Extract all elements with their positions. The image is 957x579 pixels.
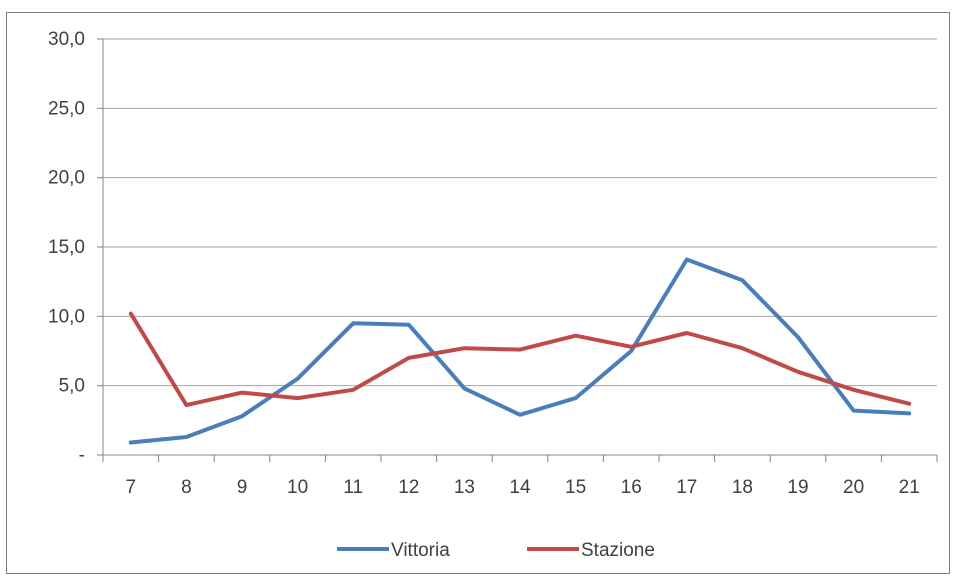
x-tick-label: 18	[732, 477, 753, 498]
x-tick-label: 21	[899, 477, 920, 498]
legend-label: Stazione	[581, 540, 655, 561]
legend-item-stazione: Stazione	[527, 540, 655, 561]
x-tick-label: 16	[621, 477, 642, 498]
legend-label: Vittoria	[391, 540, 450, 561]
x-tick-label: 19	[787, 477, 808, 498]
y-tick-label: 20,0	[48, 168, 85, 189]
series-lines	[128, 257, 912, 445]
y-tick-label: 15,0	[48, 237, 85, 258]
x-tick-label: 10	[287, 477, 308, 498]
x-tick-label: 14	[509, 477, 531, 498]
x-tick-label: 11	[343, 477, 363, 498]
series-line-vittoria	[128, 257, 912, 445]
x-tick-label: 17	[676, 477, 697, 498]
gridlines	[103, 38, 937, 387]
y-tick-label: -	[79, 445, 85, 466]
legend-item-vittoria: Vittoria	[337, 540, 450, 561]
axes	[97, 38, 938, 462]
x-tick-label: 12	[398, 477, 419, 498]
x-tick-label: 7	[126, 477, 137, 498]
x-tick-label: 15	[565, 477, 586, 498]
legend: Vittoria Stazione	[337, 540, 655, 561]
x-axis-tick-labels: 7 8 9 10 11 12 13 14 15 16 17 18 19 20 21	[126, 477, 920, 498]
series-line-stazione	[128, 311, 912, 408]
x-tick-label: 13	[454, 477, 475, 498]
line-chart: - 5,0 10,0 15,0 20,0 25,0 30,0 7 8 9 10 11 12 13 14 15…	[48, 29, 938, 561]
chart-frame: - 5,0 10,0 15,0 20,0 25,0 30,0 7 8 9 10 11 12 13 14 15…	[6, 12, 950, 574]
y-axis-tick-labels: - 5,0 10,0 15,0 20,0 25,0 30,0	[48, 29, 85, 466]
y-tick-label: 5,0	[59, 376, 85, 397]
x-tick-label: 20	[843, 477, 864, 498]
y-tick-label: 10,0	[48, 306, 85, 327]
x-tick-label: 8	[181, 477, 192, 498]
y-tick-label: 30,0	[48, 29, 85, 50]
x-tick-label: 9	[237, 477, 248, 498]
y-tick-label: 25,0	[48, 98, 85, 119]
